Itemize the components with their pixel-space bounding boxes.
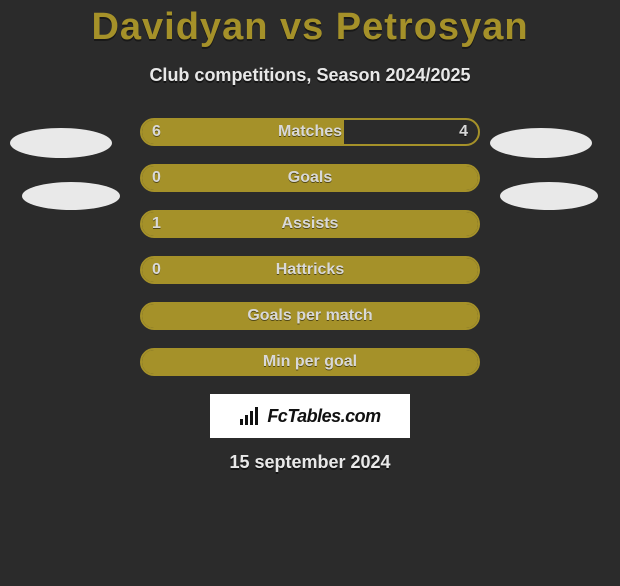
stat-label: Min per goal — [263, 353, 357, 371]
player-silhouette — [500, 182, 598, 210]
stat-bar: Goals per match — [140, 302, 480, 330]
stat-label: Assists — [282, 215, 339, 233]
stat-bar: Min per goal — [140, 348, 480, 376]
player-silhouette — [490, 128, 592, 158]
brand-badge: FcTables.com — [210, 394, 410, 438]
stat-value-left: 0 — [152, 169, 161, 187]
stat-value-left: 0 — [152, 261, 161, 279]
subtitle: Club competitions, Season 2024/2025 — [0, 65, 620, 86]
stat-value-left: 6 — [152, 123, 161, 141]
stat-value-right: 4 — [459, 123, 468, 141]
stat-label: Matches — [278, 123, 342, 141]
player-silhouette — [22, 182, 120, 210]
stat-value-left: 1 — [152, 215, 161, 233]
stat-label: Goals per match — [247, 307, 372, 325]
stat-bar: 1 Assists — [140, 210, 480, 238]
page-title: Davidyan vs Petrosyan — [0, 6, 620, 49]
stat-bar: 0 Hattricks — [140, 256, 480, 284]
stat-bar: 6 Matches 4 — [140, 118, 480, 146]
stat-label: Goals — [288, 169, 332, 187]
player-silhouette — [10, 128, 112, 158]
brand-text: FcTables.com — [267, 406, 380, 427]
stat-label: Hattricks — [276, 261, 344, 279]
stats-container: 6 Matches 4 0 Goals 1 Assists 0 Hattricks Goals p… — [140, 118, 480, 376]
date-text: 15 september 2024 — [0, 452, 620, 473]
stat-bar: 0 Goals — [140, 164, 480, 192]
bar-chart-icon — [239, 405, 261, 427]
